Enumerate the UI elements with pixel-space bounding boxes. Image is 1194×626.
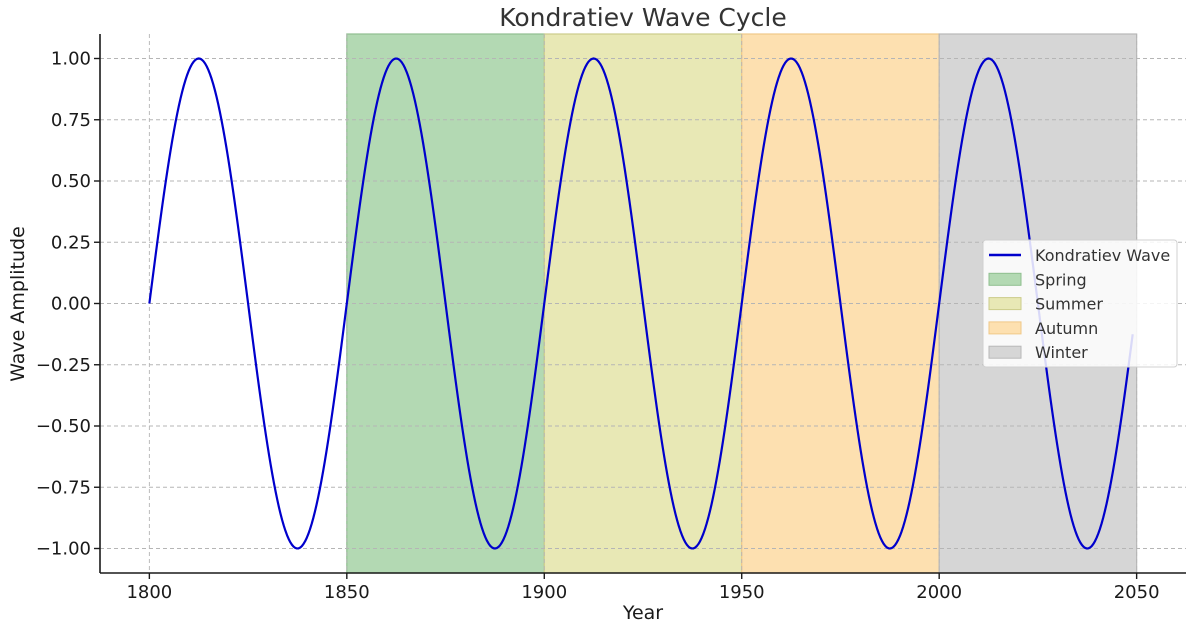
x-tick-label: 2000 — [916, 582, 962, 603]
x-tick-label: 2050 — [1114, 582, 1160, 603]
x-tick-label: 1800 — [126, 582, 172, 603]
y-tick-label: 0.50 — [51, 171, 91, 192]
legend-swatch-autumn — [988, 321, 1022, 335]
legend-label: Spring — [1035, 270, 1087, 289]
y-tick-label: 1.00 — [51, 49, 91, 70]
legend: Kondratiev Wave Spring Summer Autumn Winter — [982, 239, 1178, 368]
y-tick-label: 0.00 — [51, 294, 91, 315]
series-line-kondratiev-wave — [148, 57, 1134, 550]
legend-swatch-winter — [988, 345, 1022, 359]
y-tick-label: −0.75 — [36, 477, 91, 498]
x-tick-label: 1850 — [324, 582, 370, 603]
legend-label: Kondratiev Wave — [1035, 246, 1170, 265]
series-layer — [148, 57, 1134, 550]
legend-label: Autumn — [1035, 319, 1098, 338]
ticks-layer: 1800 1850 1900 1950 2000 2050 1.00 0.75 0.50 0.25… — [36, 49, 1160, 604]
x-tick-label: 1900 — [521, 582, 567, 603]
chart-title: Kondratiev Wave Cycle — [499, 3, 787, 32]
y-tick-label: 0.75 — [51, 110, 91, 131]
legend-items: Kondratiev Wave Spring Summer Autumn Winter — [988, 246, 1170, 362]
x-tick-label: 1950 — [719, 582, 765, 603]
x-axis-title: Year — [622, 602, 663, 624]
legend-label: Winter — [1035, 343, 1088, 362]
legend-label: Summer — [1035, 295, 1103, 314]
y-tick-label: −0.50 — [36, 416, 91, 437]
y-tick-label: 0.25 — [51, 232, 91, 253]
legend-swatch-spring — [988, 272, 1022, 286]
legend-swatch-summer — [988, 297, 1022, 311]
y-axis-title: Wave Amplitude — [7, 226, 29, 382]
legend-frame — [982, 239, 1178, 368]
y-tick-label: −1.00 — [36, 539, 91, 560]
y-tick-label: −0.25 — [36, 355, 91, 376]
